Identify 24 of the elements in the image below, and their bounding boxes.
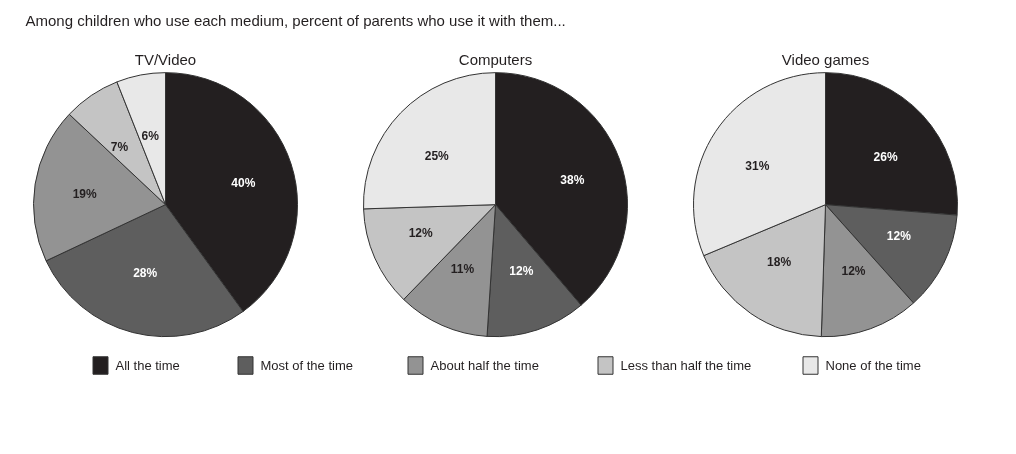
chart-title: Video games [781, 51, 870, 69]
data-label: 19% [72, 186, 98, 201]
data-label: 11% [450, 261, 475, 276]
legend-label: Less than half the time [620, 358, 752, 373]
legend-label: About half the time [430, 358, 539, 373]
text: Among children who use each medium, percent of parents who use it with them... [25, 12, 566, 29]
data-label: 18% [767, 255, 792, 270]
data-label: 25% [424, 148, 450, 163]
chart-title: Computers [458, 51, 533, 69]
data-label: 12% [886, 228, 912, 243]
legend-label: All the time [115, 358, 180, 373]
data-label: 12% [509, 264, 534, 279]
data-label: 7% [110, 139, 129, 154]
chart-title: TV/Video [134, 51, 197, 69]
data-label: 38% [560, 173, 585, 188]
data-label: 26% [873, 150, 898, 165]
data-label: 40% [231, 175, 256, 190]
data-label: 6% [141, 128, 160, 143]
data-label: 12% [408, 226, 433, 241]
legend-label: Most of the time [260, 358, 353, 373]
data-label: 12% [841, 263, 866, 278]
data-label: 28% [133, 265, 158, 280]
data-label: 31% [745, 158, 770, 173]
legend-label: None of the time [825, 358, 921, 373]
